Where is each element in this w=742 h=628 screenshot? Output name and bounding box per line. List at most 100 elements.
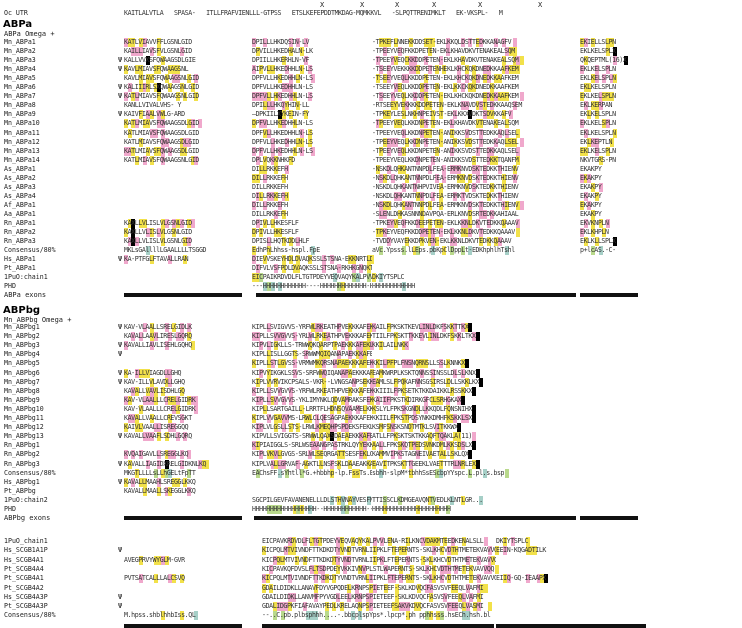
sequence-segment: DILLRKKEFH [252, 191, 288, 200]
pseudogene-marker: Ψ [118, 602, 123, 611]
sequence-label: Mn_ABPa3 [4, 56, 36, 65]
sequence-segment: -SLENLDHKASNNNDAVPQA-ERLKNVDSRTEDKKAHIAA… [372, 209, 519, 218]
sequence-label: Mn_ABPbg5 [4, 359, 40, 368]
sequence-row: Hs_SCGB4A3P Ψ GDAILDIDKLLANVMFPYVGDLEELKRN… [0, 592, 742, 602]
sequence-segment: DIEVVSKEYHDLDVAQKSSLSTSNA-EKKNRTLDKVTEDK… [252, 255, 372, 264]
sequence-label: Consensus/80% [4, 611, 56, 620]
sequence-segment: DILLRKKEFH [252, 182, 288, 191]
sequence-segment: KAIVLVAALLISREGGQQ [124, 423, 189, 432]
sequence-label: Rn_ABPa1 [4, 219, 36, 227]
sequence-segment: -TPKEYVEQFKKDDPETEN-EKLKKNLDKVTEDKKQAAAV [372, 228, 515, 237]
sequence-segment: KIPLLSARTGAILL-LRRTFLHDNSQVAAMELKKAFEKLQ… [252, 404, 372, 413]
sequence-row: Mn_ABPa8 KANLLVIVALVHS- Y DPILLLHKQYHIN-LL… [0, 101, 742, 111]
sequence-label: Mn_ABPa5 [4, 74, 36, 83]
sequence-segment: KAIIFPKSTKDIRKGFCLSRHGKAX [372, 395, 462, 404]
group-header: ABPa Omega + [4, 30, 55, 38]
sequence-row: Mn_ABPbg13 Ψ KAVALLVAAFLSDHLGQRQ KIPVLLSVIG… [0, 432, 742, 442]
sequence-segment: EKLKHPLN [580, 228, 609, 237]
sequence-segment: KVQAIGAVLLSREGGLKQ [124, 450, 189, 459]
sequence-row: Rn_ABPbg3 Ψ KAVALLIAGIDXRELGIDKNLKQ KIPLVAL… [0, 459, 742, 469]
sequence-segment: DPFVLLHKEDHHLN-LS [252, 128, 313, 137]
sequence-segment: KAVALLVAVLISDHLGQ [124, 386, 185, 395]
sequence-label: Rn_ABPbg1 [4, 441, 40, 450]
sequence-row: 1PuO_chain1 EICPAVKRDVDLFLTGTPDEYVEQVAQYK… [0, 537, 742, 546]
sequence-row: Consensus/80% MKLsGAllllLGAALLLLTSGGD EdhP… [0, 246, 742, 256]
exon-label: ABPa exons [4, 291, 47, 300]
pseudogene-marker: Ψ [118, 65, 123, 74]
sequence-segment: -NSKDLQHKANTNHPVIVEA-ERMKNVDSKTEDKKTHIEN… [372, 182, 519, 191]
sequence-segment: EKAKPY [580, 191, 602, 200]
sequence-label: As_ABPa2 [4, 173, 36, 182]
sequence-segment: KAXLLVLISLVLGSNLGID [124, 228, 192, 237]
sequence-segment: KICPAVKQFDVSLFLTSDPDEYVKKIVNVPLSTLWAPERN… [262, 564, 495, 573]
sequence-label: Mn_ABPbg8 [4, 386, 40, 395]
sequence-row: Mn_ABPbg1 Ψ KAV-VLAALLSRELGIDLK KIPLLSVIGVV… [0, 323, 742, 332]
sequence-segment: NKVTGRS-PN [580, 155, 616, 164]
sequence-row: Mn_ABPbg5 KIPLLSTLGVSS-VRMWMKQRSNAPAEKKKA… [0, 359, 742, 369]
sequence-row: Rn_ABPa3 KAXLLVLISLVLGSNLGID DPISLLHQTKDDL… [0, 237, 742, 247]
sequence-label: Mn_ABPbg12 [4, 423, 44, 432]
sequence-segment: AIPVLLHKEDHHLN-LS [252, 65, 313, 74]
sequence-segment: DPIVLLHKESFLF [252, 228, 299, 237]
sequence-label: Rn_ABPbg2 [4, 450, 40, 459]
sequence-segment: KIPLLSVVGVVS-YKLIMYNKLQDVAMRAKSFEKLQDYYE… [252, 395, 372, 404]
sequence-segment: KIPVYIKGKLSSVS-SRFWWQIQANAPAEKKKAFEKLQDY… [252, 368, 372, 377]
sequence-segment: KAXLLVLISLVLGSNLGID [124, 219, 192, 227]
sequence-segment: TTISSCLKDMGEAVQNTVEDLKLNTLGR... [372, 495, 483, 504]
sequence-row: Hs_ABPbg1 Ψ KAVALLMAAHLSREGGLKKQ [0, 477, 742, 487]
sequence-segment: -TVDDYVAYEKKDPKVEN-EKLKKNLDKVTEDKKQAAAV [372, 237, 512, 246]
sequence-segment: DPIILLHKERHLN-VF [252, 56, 310, 65]
sequence-row: Rn_ABPbg2 KVQAIGAVLLSREGGLKQ KIPLVKVLGVGS-… [0, 450, 742, 460]
sequence-segment: KAVALLVAALLCREVSGKT [124, 414, 192, 422]
sequence-segment: DPIVLLHKESFLF [252, 219, 299, 227]
sequence-segment: -TSEEYVEKKKKDDPETENHEKLKHCKQKDNEDKKAAFKE… [372, 65, 519, 74]
sequence-segment: -TSEEYVEQLKKDDPETEN-EKLKHCKQKDNEDKKAAFKE… [372, 92, 519, 101]
sequence-segment: -TPEEYVEQFKKDPETEN-EKLKHAVDKVTENAKEALSQM [372, 47, 515, 56]
exon-bar [262, 623, 494, 628]
sequence-segment: KALIIIRLSXQWAAGSNLGID [124, 83, 199, 92]
sequence-segment: EAMLSLFPQKAFNNSGSIRSLDLLSKKLKX [372, 377, 480, 386]
sequence-segment: KIPLLSTLGVSS-VRMWMKQRSNAPAEKKKAFEKLQEYYE… [252, 359, 372, 368]
sequence-row: Consensus/80% M.hpss.shblhhbIss.QL --..C.p… [0, 611, 742, 621]
sequence-segment: DPILLLHKDQSIN-LV [252, 38, 310, 46]
x-mark: X [395, 1, 400, 9]
sequence-row: Mn_ABPbg8 KAVALLVAVLISDHLGQ KIPLLSVVGVVS-Y… [0, 386, 742, 396]
exon-bar [256, 293, 576, 298]
sequence-segment: SGCPILGEVFAVANENELLLDLSTHVNAYVESFNPSVNMS… [252, 495, 372, 504]
sequence-label: As_ABPa4 [4, 191, 36, 200]
pseudogene-marker: Ψ [118, 477, 123, 486]
sequence-label: Mn_ABPa6 [4, 83, 36, 92]
sequence-segment: DIFVLVSFPDLDVAQKSSLSTSNA-RKHKGNQKTAEDKKR… [252, 264, 372, 273]
sequence-label: Mn_ABPbg7 [4, 377, 40, 386]
exon-bar [580, 516, 638, 521]
sequence-label: Mn_ABPa1 [4, 38, 36, 46]
section-title: ABPa [3, 19, 33, 30]
sequence-segment: GDAILDIDKLLANVMFPYVGDLEELKRNPSPIETEEF-SK… [262, 592, 484, 601]
sequence-segment: KAVALLVAAFLSDHLGQRQ [124, 432, 192, 441]
sequence-label: Mn_ABPa8 [4, 101, 36, 110]
sequence-segment: KAXLLVLISLVLGSNLGID [124, 237, 192, 246]
sequence-segment: -TPEEYVEQCKKDDPETEN-EKLKHAVDKVTENAKEALSQ… [372, 56, 519, 65]
sequence-segment: EKAKPY [580, 164, 602, 173]
sequence-label: Pt_SCGB4A3P [4, 602, 48, 611]
sequence-segment: KAIVFIAALVWLG-ARD [124, 110, 185, 119]
sequence-segment: EKLKELSPLN [580, 146, 616, 155]
sequence-label: Rn_ABPbg3 [4, 459, 40, 468]
sequence-label: Pt_SCGB4A4 [4, 564, 44, 573]
sequence-label: Hs_SCGB4A1 [4, 555, 44, 564]
sequence-label: Mn_ABPbg2 [4, 332, 40, 341]
x-mark: X [432, 1, 437, 9]
sequence-row: Mn_ABPa6 Ψ KALIIIRLSXQWAAGSNLGID DPFVLLHKED… [0, 83, 742, 93]
sequence-segment: DPFVLLHKEDHHLN-LS [252, 119, 313, 128]
sequence-segment: EKLKELSPLN [580, 110, 616, 119]
sequence-row: Mn_ABPbg4 Ψ KIPLLISLLGGTS-SRWWMQIQANAPAEKK… [0, 350, 742, 360]
sequence-row: Mn_ABPa1 KATLVIAVVFFLGSNLGID DPILLLHKDQSIN… [0, 38, 742, 47]
sequence-segment: KATLVIAVVFFLGSNLGID [124, 38, 192, 46]
sequence-segment: HHHHHHHHHHHHHHHHHHHHHH [372, 505, 451, 513]
sequence-segment: EdhPhLhhss-hspl.FpE [252, 246, 320, 255]
sequence-row: PHD ---HHHHHHHHHHHH----HHHHHHHHHHHHH-H HHH… [0, 282, 742, 292]
sequence-segment: KICPQLMTVIVNDFTTKDKDTYVNDTVRNLIIPKLFTEPE… [262, 574, 496, 583]
exon-bar [124, 293, 242, 298]
sequence-row: PHD HHHHHHHHHHHHHHHHHH--HHHHHHHHHHHH----H… [0, 505, 742, 514]
sequence-label: Mn_ABPa14 [4, 155, 40, 164]
